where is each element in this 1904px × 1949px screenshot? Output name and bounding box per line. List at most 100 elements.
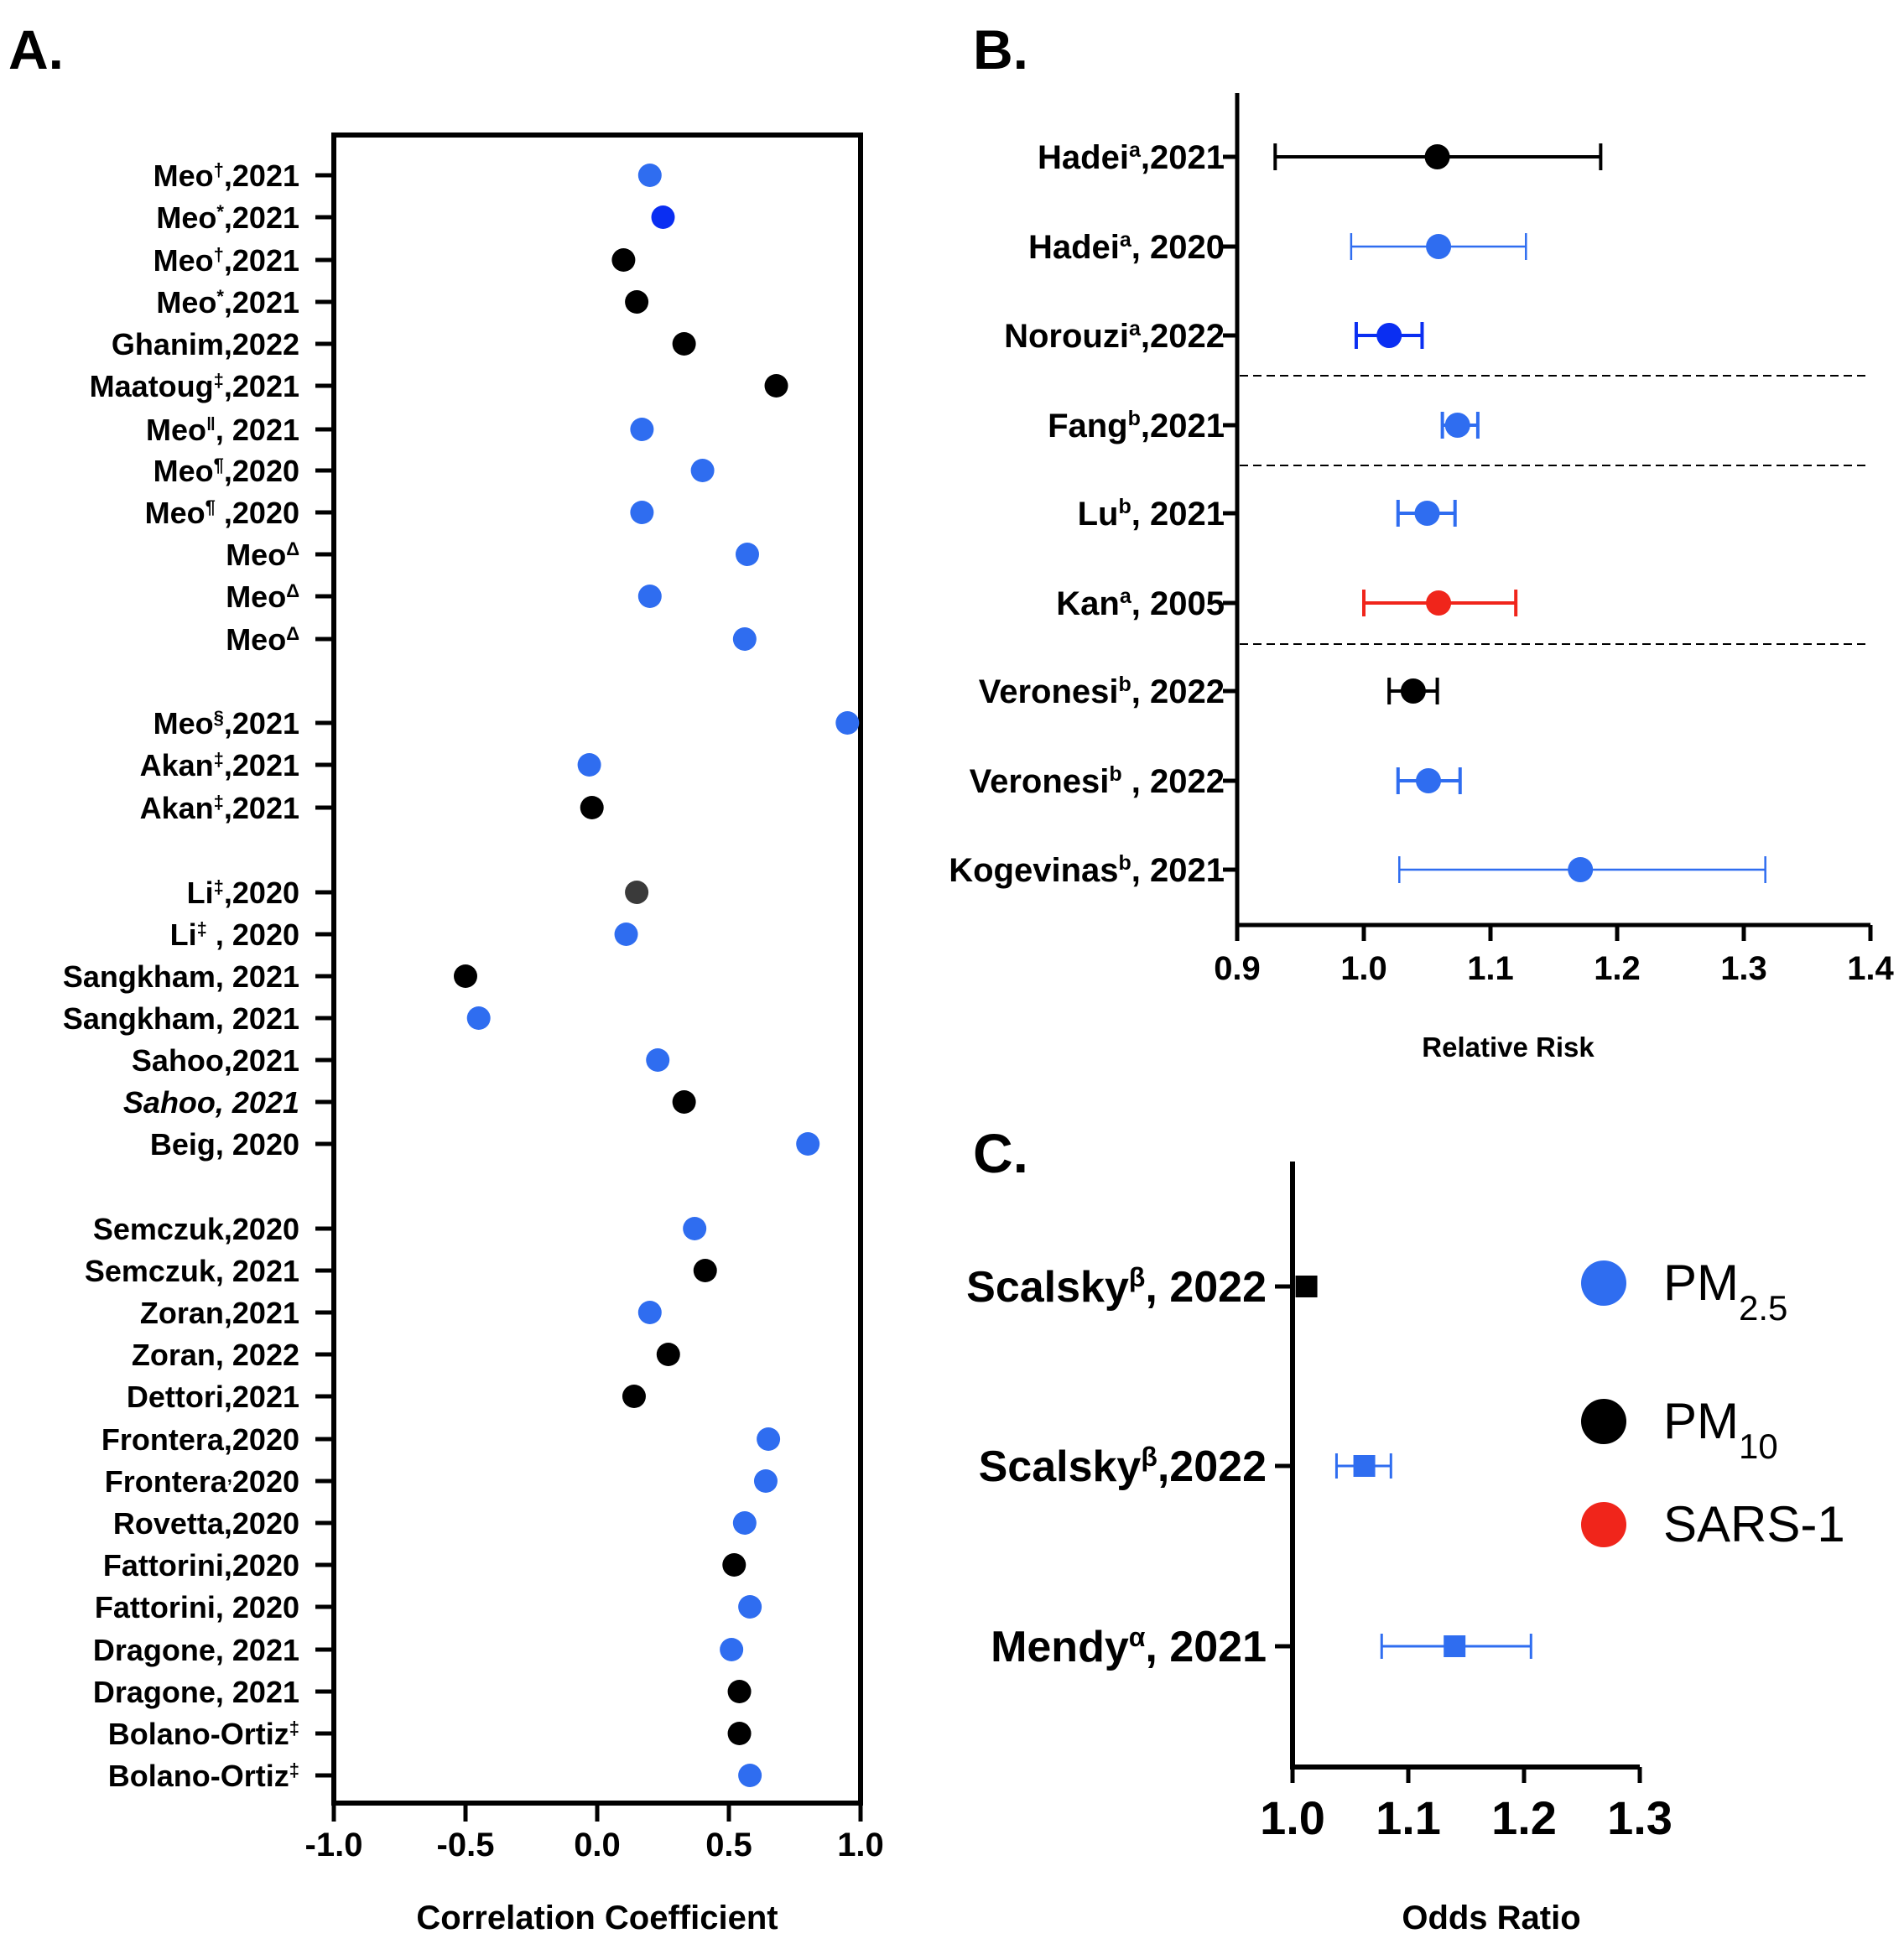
forest-row <box>1334 1453 1392 1479</box>
study-label: Semczuk,2020 <box>93 1212 299 1246</box>
data-point <box>757 1427 781 1451</box>
panel-b-xlabel: Relative Risk <box>1422 1032 1594 1063</box>
forest-row <box>1362 590 1518 616</box>
study-label: Dettori,2021 <box>127 1380 299 1414</box>
data-point <box>720 1638 744 1661</box>
x-tick-label: 1.0 <box>1340 950 1387 987</box>
x-tick-label: 1.3 <box>1720 950 1767 987</box>
study-label: Meo*,2021 <box>156 285 299 320</box>
legend-label: PM2.5 <box>1663 1255 1787 1328</box>
data-point <box>630 501 654 524</box>
study-label: Mendyα, 2021 <box>991 1622 1267 1671</box>
legend-marker <box>1581 1260 1626 1306</box>
study-label: Bolano-Ortiz‡ <box>108 1717 299 1751</box>
study-label: Zoran,2021 <box>140 1296 299 1330</box>
study-label: Hadeia,2021 <box>1038 138 1225 176</box>
x-tick-label: 1.2 <box>1491 1791 1557 1844</box>
data-point <box>672 332 696 356</box>
study-label: Kogevinasb, 2021 <box>949 851 1225 889</box>
legend-label: SARS-1 <box>1663 1496 1845 1552</box>
data-point <box>646 1048 670 1072</box>
study-label: Dragone, 2021 <box>93 1675 299 1709</box>
legend-item: SARS-1 <box>1581 1496 1845 1552</box>
point-estimate <box>1444 1635 1466 1657</box>
study-label: Ghanim,2022 <box>112 327 299 361</box>
point-estimate <box>1426 590 1452 616</box>
forest-row <box>1396 767 1462 794</box>
x-tick-label: 1.3 <box>1607 1791 1673 1844</box>
point-estimate <box>1414 501 1440 526</box>
study-label: Akan‡,2021 <box>140 748 299 782</box>
data-point <box>738 1595 762 1619</box>
study-label: MeoΔ <box>226 538 299 572</box>
x-tick-label: 0.9 <box>1214 950 1261 987</box>
data-point <box>580 796 604 819</box>
data-point <box>577 753 601 777</box>
x-tick-label: 1.4 <box>1847 950 1894 987</box>
data-point <box>466 1006 491 1030</box>
study-label: Frontera,2020 <box>101 1422 299 1457</box>
data-point <box>625 290 649 314</box>
study-label: Maatoug‡,2021 <box>90 369 299 403</box>
study-label: Beig, 2020 <box>150 1127 299 1162</box>
study-label: Li‡,2020 <box>187 876 299 910</box>
data-point <box>611 248 636 272</box>
study-label: Meoǁ, 2021 <box>146 413 299 447</box>
study-label: Meo§,2021 <box>153 706 299 741</box>
legend-marker <box>1581 1399 1626 1444</box>
data-point <box>625 881 649 904</box>
data-point <box>630 418 654 441</box>
data-point <box>764 374 788 398</box>
study-label: Li‡ , 2020 <box>170 917 299 952</box>
study-label: Veronesib , 2022 <box>970 762 1225 800</box>
study-label: Norouzia,2022 <box>1004 317 1225 355</box>
study-label: Lub, 2021 <box>1078 495 1225 533</box>
study-label: Sahoo,2021 <box>132 1043 299 1078</box>
panel-a-letter: A. <box>8 18 64 81</box>
legend-item: PM10 <box>1581 1393 1778 1466</box>
panel-b-relative-risk-plot: 0.9 1.0 1.1 1.2 1.3 1.4 Hadeia,2021 Hadeia, 20… <box>949 93 1895 1063</box>
data-point <box>727 1722 752 1745</box>
x-tick-label: 1.1 <box>1376 1791 1441 1844</box>
data-point <box>732 1511 757 1535</box>
data-point <box>637 1301 662 1324</box>
data-point <box>690 459 715 482</box>
data-point <box>683 1217 707 1240</box>
forest-row <box>1396 500 1457 527</box>
study-label: Meo¶ ,2020 <box>145 496 299 530</box>
data-point <box>796 1132 820 1156</box>
legend-marker <box>1581 1502 1626 1547</box>
data-point <box>622 1385 646 1408</box>
forest-row <box>1440 412 1480 439</box>
x-tick-label: 1.1 <box>1467 950 1514 987</box>
study-label: Dragone, 2021 <box>93 1633 299 1667</box>
study-label: Fattorini, 2020 <box>95 1590 299 1624</box>
data-point <box>835 711 860 735</box>
study-label: Kana, 2005 <box>1056 585 1225 622</box>
study-label: Meo¶,2020 <box>153 454 299 488</box>
study-label: Akan‡,2021 <box>140 791 299 825</box>
x-tick-label: 1.0 <box>837 1827 884 1863</box>
panel-c-xlabel: Odds Ratio <box>1402 1900 1580 1936</box>
study-label: Bolano-Ortiz‡ <box>108 1759 299 1793</box>
x-tick-label: 0.0 <box>574 1827 621 1863</box>
forest-row <box>1398 856 1766 883</box>
legend-item: PM2.5 <box>1581 1255 1787 1328</box>
study-label: Zoran, 2022 <box>132 1338 299 1372</box>
forest-row <box>1380 1634 1532 1659</box>
study-label: Sangkham, 2021 <box>63 1001 299 1036</box>
study-label: Scalskyβ, 2022 <box>966 1262 1267 1312</box>
forest-row <box>1350 233 1527 260</box>
x-tick-label: -1.0 <box>305 1827 363 1863</box>
legend-label: PM10 <box>1663 1393 1778 1466</box>
forest-row <box>1354 322 1424 349</box>
panel-a-correlation-plot: -1.0 -0.5 0.0 0.5 1.0 Meo†,2021 Meo*,2021 Meo†… <box>63 133 884 1936</box>
point-estimate <box>1424 144 1450 169</box>
study-label: Scalskyβ,2022 <box>979 1442 1267 1491</box>
forest-row <box>1295 1276 1318 1297</box>
data-point <box>753 1469 778 1493</box>
data-point <box>637 585 662 608</box>
point-estimate <box>1376 323 1402 348</box>
point-estimate <box>1295 1276 1318 1297</box>
